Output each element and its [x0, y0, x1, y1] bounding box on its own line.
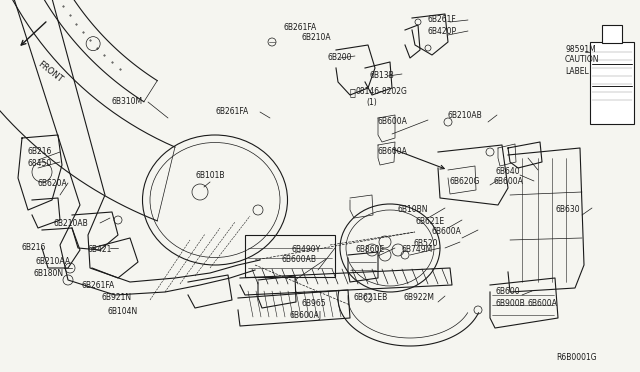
- Bar: [602, 25, 622, 43]
- Text: 98591M: 98591M: [565, 45, 596, 54]
- Text: LABEL: LABEL: [565, 67, 589, 77]
- Text: 6B310M: 6B310M: [112, 97, 143, 106]
- Text: 6B621EB: 6B621EB: [354, 292, 388, 301]
- Text: 6B600AB: 6B600AB: [282, 256, 317, 264]
- Text: 6B261F: 6B261F: [428, 16, 457, 25]
- Text: 6B421: 6B421: [88, 244, 113, 253]
- Text: 6B210A: 6B210A: [302, 33, 332, 42]
- Text: 6B13B: 6B13B: [370, 71, 395, 80]
- Text: 6B749M: 6B749M: [402, 244, 433, 253]
- Text: 6B10BN: 6B10BN: [398, 205, 429, 214]
- Text: 6B620G: 6B620G: [450, 176, 481, 186]
- Text: 6B216: 6B216: [22, 244, 46, 253]
- Text: 6B621E: 6B621E: [415, 217, 444, 225]
- Text: 6B200: 6B200: [328, 52, 353, 61]
- Text: (1): (1): [366, 99, 377, 108]
- Text: 68450: 68450: [28, 158, 52, 167]
- Bar: [590, 42, 634, 124]
- Text: 6B600A: 6B600A: [432, 227, 462, 235]
- Text: 6B600A: 6B600A: [378, 116, 408, 125]
- Text: 6B620A: 6B620A: [38, 179, 68, 187]
- Text: 6B490Y: 6B490Y: [292, 244, 321, 253]
- Text: 6B860E: 6B860E: [356, 244, 385, 253]
- Text: 6B180N: 6B180N: [34, 269, 64, 279]
- Text: 6B216: 6B216: [28, 148, 52, 157]
- Text: 6B640: 6B640: [496, 167, 520, 176]
- Text: 6B261FA: 6B261FA: [215, 108, 248, 116]
- Text: 6B600A: 6B600A: [528, 298, 558, 308]
- Text: 6B261FA: 6B261FA: [283, 22, 316, 32]
- Text: CAUTION: CAUTION: [565, 55, 600, 64]
- Bar: [245, 235, 335, 277]
- Text: 6B900B: 6B900B: [496, 298, 525, 308]
- Text: 6B921N: 6B921N: [102, 294, 132, 302]
- Text: 6B210AA: 6B210AA: [36, 257, 71, 266]
- Text: 6B261FA: 6B261FA: [82, 282, 115, 291]
- Text: 6B600AJ: 6B600AJ: [290, 311, 322, 320]
- Text: 6B104N: 6B104N: [108, 307, 138, 315]
- Text: 6B600A: 6B600A: [494, 177, 524, 186]
- Text: 08146-8202G: 08146-8202G: [356, 87, 408, 96]
- Text: 6B420P: 6B420P: [428, 26, 457, 35]
- Text: 6B630: 6B630: [555, 205, 580, 214]
- Text: FRONT: FRONT: [36, 60, 64, 84]
- Text: Ⓢ: Ⓢ: [349, 87, 355, 97]
- Text: 6B210AB: 6B210AB: [54, 219, 89, 228]
- Text: 6B520: 6B520: [414, 238, 438, 247]
- Text: 6B600A: 6B600A: [377, 147, 407, 155]
- Text: 6B210AB: 6B210AB: [448, 112, 483, 121]
- Text: 6B600: 6B600: [496, 288, 520, 296]
- Text: R6B0001G: R6B0001G: [556, 353, 596, 362]
- Text: 6B101B: 6B101B: [196, 171, 225, 180]
- Text: 6B922M: 6B922M: [404, 292, 435, 301]
- Text: 6B965: 6B965: [302, 299, 326, 308]
